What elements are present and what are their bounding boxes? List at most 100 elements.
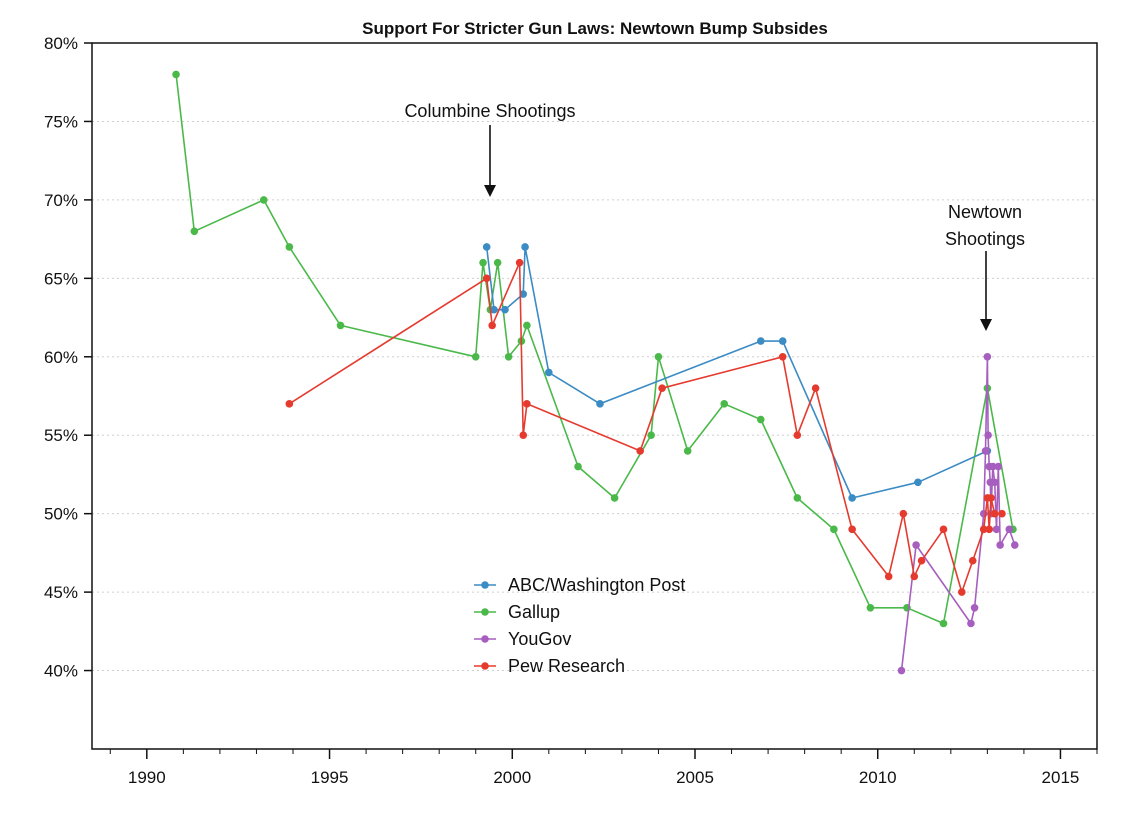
data-point-yougov — [989, 462, 997, 471]
series-abc-washington-post — [482, 243, 992, 502]
data-point-pew-research — [979, 525, 988, 534]
y-tick-label: 55% — [44, 426, 78, 445]
legend-swatch-marker — [481, 662, 489, 670]
data-point-pew-research — [910, 572, 919, 581]
data-point-abc-washington-post — [848, 494, 856, 502]
data-point-pew-research — [523, 400, 531, 408]
data-point-pew-research — [636, 447, 644, 455]
legend-swatch-marker — [481, 608, 489, 616]
annotations: Columbine Shootings Newtown Shootings — [404, 101, 1025, 331]
series-yougov — [897, 352, 1019, 675]
data-point-yougov — [912, 541, 920, 549]
x-tick-label: 1990 — [128, 768, 166, 787]
data-point-gallup — [756, 415, 765, 424]
data-point-yougov — [996, 541, 1004, 549]
data-point-yougov — [981, 447, 990, 455]
y-tick-label: 65% — [44, 269, 78, 288]
data-point-pew-research — [987, 494, 995, 502]
data-point-pew-research — [778, 352, 787, 361]
y-tick-label: 80% — [44, 34, 78, 53]
legend-label: ABC/Washington Post — [508, 575, 685, 595]
series-pew-research — [285, 258, 1006, 596]
data-point-pew-research — [917, 556, 926, 565]
series-line-pew-research — [288, 261, 1002, 593]
y-tick-label: 60% — [44, 348, 78, 367]
data-point-pew-research — [884, 572, 893, 581]
data-point-yougov — [970, 604, 979, 612]
data-point-gallup — [720, 400, 729, 408]
legend-item-abc-washington-post: ABC/Washington Post — [474, 575, 685, 595]
data-point-pew-research — [811, 384, 820, 392]
data-point-gallup — [336, 321, 345, 330]
arrow-head — [980, 319, 992, 331]
data-point-abc-washington-post — [596, 400, 604, 408]
legend-item-gallup: Gallup — [474, 602, 560, 622]
data-point-gallup — [610, 494, 619, 502]
data-point-gallup — [866, 604, 875, 612]
y-tick-label: 40% — [44, 662, 78, 681]
data-point-pew-research — [939, 525, 948, 534]
data-point-yougov — [897, 666, 906, 675]
data-point-abc-washington-post — [914, 478, 922, 487]
data-point-pew-research — [285, 400, 294, 408]
data-point-abc-washington-post — [545, 368, 553, 377]
data-point-pew-research — [488, 321, 496, 330]
plot-frame — [91, 42, 1098, 750]
data-point-gallup — [793, 494, 802, 502]
y-tick-label: 75% — [44, 112, 78, 131]
data-point-abc-washington-post — [482, 243, 491, 251]
series-gallup — [172, 70, 1017, 628]
data-point-abc-washington-post — [490, 305, 498, 314]
series-line-gallup — [175, 74, 1014, 625]
data-point-gallup — [504, 352, 513, 361]
data-point-abc-washington-post — [501, 305, 509, 314]
data-point-gallup — [523, 321, 531, 330]
data-point-yougov — [984, 431, 992, 440]
y-tick-label: 50% — [44, 505, 78, 524]
legend-swatch-marker — [481, 581, 489, 589]
y-tick-label: 70% — [44, 191, 78, 210]
data-point-gallup — [172, 70, 180, 79]
data-point-gallup — [654, 352, 663, 361]
legend-item-pew-research: Pew Research — [474, 656, 625, 676]
legend-label: Gallup — [508, 602, 560, 622]
data-point-pew-research — [968, 556, 977, 565]
annotation-label: Columbine Shootings — [404, 101, 575, 121]
x-tick-label: 2005 — [676, 768, 714, 787]
data-point-pew-research — [985, 525, 993, 534]
series-layer — [172, 70, 1019, 675]
arrow-head — [484, 185, 496, 197]
data-point-pew-research — [990, 509, 999, 518]
legend-item-yougov: YouGov — [474, 629, 571, 649]
x-tick-label: 2015 — [1042, 768, 1080, 787]
annotation-label: Newtown — [948, 202, 1022, 222]
chart-title: Support For Stricter Gun Laws: Newtown B… — [362, 19, 828, 38]
data-point-gallup — [471, 352, 480, 361]
data-point-pew-research — [957, 588, 966, 596]
data-point-pew-research — [515, 258, 524, 267]
data-point-pew-research — [658, 384, 666, 392]
data-point-gallup — [493, 258, 502, 267]
data-point-gallup — [830, 525, 838, 534]
data-point-yougov — [990, 478, 999, 487]
x-tick-label: 2000 — [493, 768, 531, 787]
x-tick-label: 2010 — [859, 768, 897, 787]
legend-swatch-marker — [481, 635, 489, 643]
legend-label: Pew Research — [508, 656, 625, 676]
legend: ABC/Washington Post Gallup YouGov Pew Resea… — [474, 575, 685, 676]
series-line-abc-washington-post — [485, 246, 988, 499]
x-tick-label: 1995 — [311, 768, 349, 787]
data-point-abc-washington-post — [778, 337, 787, 345]
data-point-gallup — [939, 619, 948, 628]
data-point-yougov — [992, 525, 1001, 534]
data-point-gallup — [683, 447, 692, 455]
data-point-gallup — [259, 196, 268, 204]
data-point-abc-washington-post — [519, 290, 528, 298]
data-point-yougov — [994, 462, 1003, 471]
data-point-pew-research — [899, 509, 908, 518]
data-point-pew-research — [793, 431, 802, 440]
data-point-gallup — [285, 243, 294, 251]
data-point-pew-research — [482, 274, 491, 283]
legend-label: YouGov — [508, 629, 571, 649]
